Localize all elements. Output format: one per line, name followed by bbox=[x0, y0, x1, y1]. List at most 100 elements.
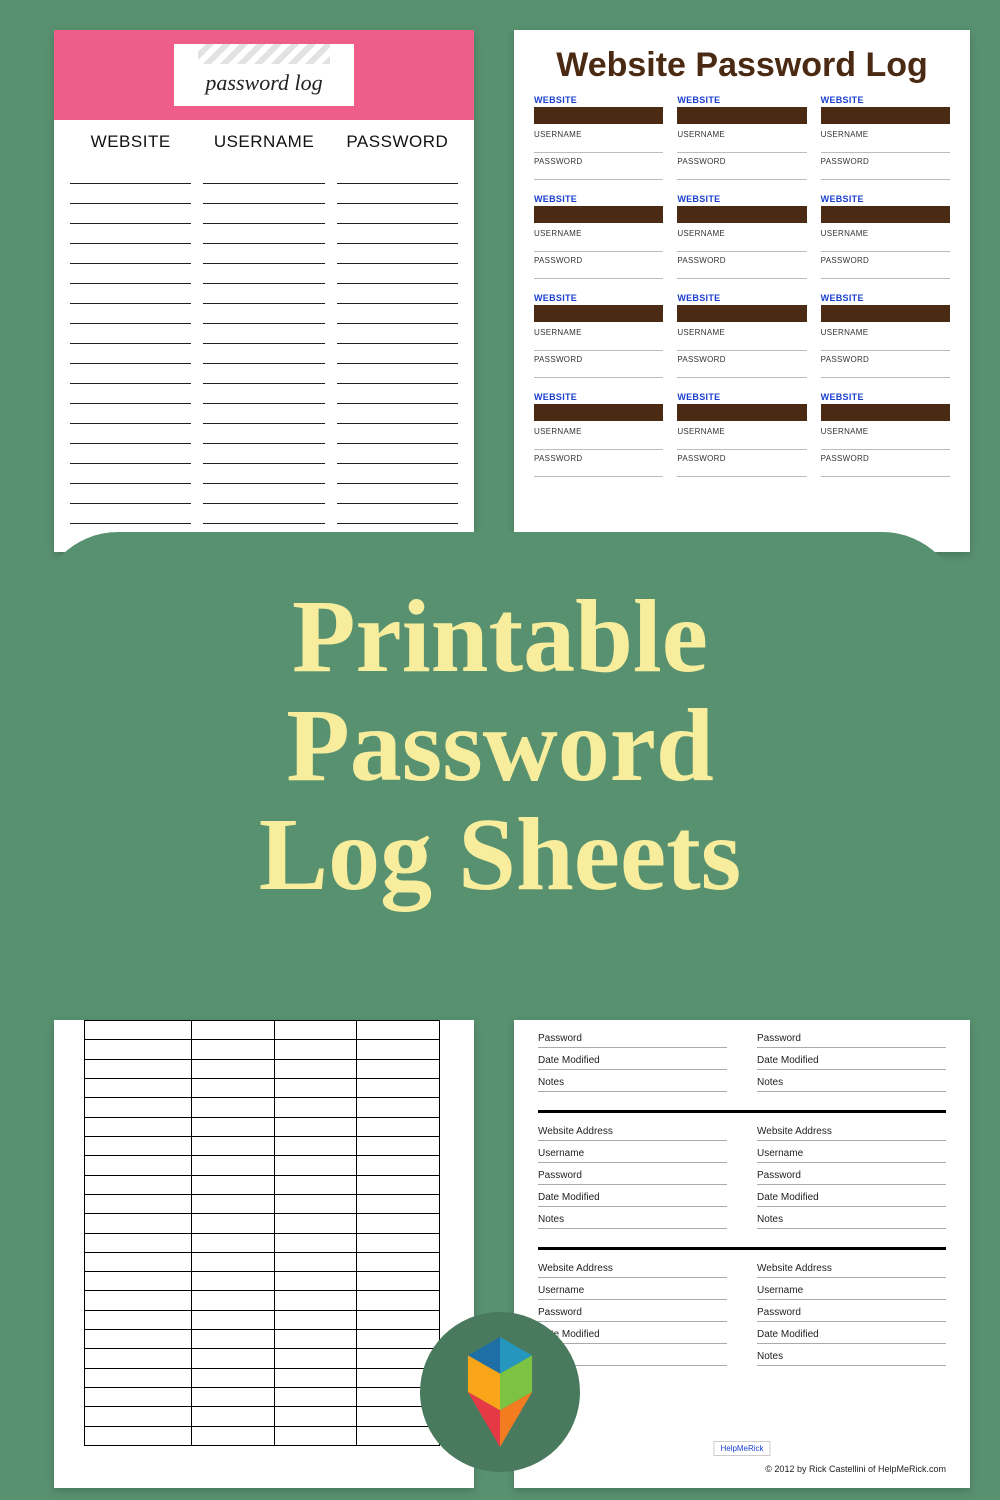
website-fill-bar bbox=[534, 305, 663, 322]
label-username: USERNAME bbox=[677, 328, 806, 337]
website-fill-bar bbox=[821, 206, 950, 223]
rule-line bbox=[70, 364, 191, 384]
rule-line bbox=[70, 224, 191, 244]
label-username: USERNAME bbox=[534, 328, 663, 337]
website-fill-bar bbox=[677, 404, 806, 421]
table-cell bbox=[85, 1176, 192, 1195]
card1-title: password log bbox=[174, 70, 354, 96]
rule-line bbox=[203, 444, 324, 464]
rule-line bbox=[203, 344, 324, 364]
field-line: Website Address bbox=[757, 1119, 946, 1141]
card2-title: Website Password Log bbox=[534, 46, 950, 85]
table-cell bbox=[275, 1234, 358, 1253]
table-cell bbox=[357, 1176, 440, 1195]
rule-line bbox=[203, 464, 324, 484]
field-line: Date Modified bbox=[538, 1322, 727, 1344]
table-cell bbox=[275, 1137, 358, 1156]
rule-line bbox=[337, 404, 458, 424]
table-cell bbox=[85, 1349, 192, 1368]
table-cell bbox=[357, 1021, 440, 1040]
rule-line bbox=[203, 424, 324, 444]
table-cell bbox=[192, 1311, 275, 1330]
rule-line bbox=[337, 264, 458, 284]
website-fill-bar bbox=[677, 305, 806, 322]
field-line: Date Modified bbox=[538, 1048, 727, 1070]
label-website: WEBSITE bbox=[534, 293, 663, 303]
hero-line-3: Log Sheets bbox=[68, 800, 932, 909]
table-cell bbox=[357, 1195, 440, 1214]
rule-line bbox=[70, 404, 191, 424]
table-cell bbox=[357, 1291, 440, 1310]
label-password: PASSWORD bbox=[821, 256, 950, 265]
entry-cell: WEBSITEUSERNAMEPASSWORD bbox=[677, 95, 806, 184]
table-cell bbox=[192, 1427, 275, 1446]
table-cell bbox=[357, 1137, 440, 1156]
table-cell bbox=[357, 1427, 440, 1446]
label-username: USERNAME bbox=[821, 229, 950, 238]
card1-col-password: PASSWORD bbox=[337, 132, 458, 524]
rule-line bbox=[337, 304, 458, 324]
table-cell bbox=[275, 1156, 358, 1175]
table-cell bbox=[192, 1040, 275, 1059]
entry-block: Website AddressUsernamePasswordDate Modi… bbox=[538, 1113, 727, 1241]
table-cell bbox=[85, 1098, 192, 1117]
input-line bbox=[677, 238, 806, 252]
rule-line bbox=[70, 504, 191, 524]
table-cell bbox=[85, 1021, 192, 1040]
table-cell bbox=[357, 1040, 440, 1059]
table-cell bbox=[275, 1349, 358, 1368]
entry-block: PasswordDate ModifiedNotes bbox=[538, 1020, 727, 1104]
helpmerick-logo: HelpMeRick bbox=[713, 1441, 770, 1456]
entry-row: Website AddressUsernamePasswordDate Modi… bbox=[538, 1113, 946, 1241]
entry-cell: WEBSITE USERNAME PASSWORD bbox=[534, 392, 663, 481]
rule-line bbox=[70, 204, 191, 224]
label-username: USERNAME bbox=[677, 130, 806, 139]
hero-line-2: Password bbox=[68, 691, 932, 800]
field-line: Username bbox=[757, 1278, 946, 1300]
rule-line bbox=[203, 364, 324, 384]
field-line: Notes bbox=[757, 1070, 946, 1092]
label-website: WEBSITE bbox=[821, 392, 950, 402]
entry-cell: WEBSITEUSERNAMEPASSWORD bbox=[821, 194, 950, 283]
card1-col-username: USERNAME bbox=[203, 132, 324, 524]
table-cell bbox=[85, 1195, 192, 1214]
entry-cell: WEBSITEUSERNAMEPASSWORD bbox=[821, 392, 950, 481]
table-cell bbox=[192, 1214, 275, 1233]
label-website: WEBSITE bbox=[534, 95, 663, 105]
table-cell bbox=[275, 1040, 358, 1059]
rule-line bbox=[203, 284, 324, 304]
rule-line bbox=[203, 244, 324, 264]
field-line: Password bbox=[538, 1163, 727, 1185]
field-line: Notes bbox=[538, 1207, 727, 1229]
input-line bbox=[677, 436, 806, 450]
table-cell bbox=[85, 1040, 192, 1059]
field-line: Username bbox=[538, 1278, 727, 1300]
table-cell bbox=[85, 1118, 192, 1137]
table-cell bbox=[357, 1234, 440, 1253]
website-fill-bar bbox=[821, 404, 950, 421]
card3-table bbox=[84, 1020, 440, 1446]
input-line bbox=[534, 337, 663, 351]
label-password: PASSWORD bbox=[534, 454, 663, 463]
rule-line bbox=[70, 344, 191, 364]
label-username: USERNAME bbox=[534, 427, 663, 436]
field-line: Notes bbox=[757, 1344, 946, 1366]
entry-block: Website AddressUsernamePasswordDate Modi… bbox=[757, 1250, 946, 1378]
entry-cell: WEBSITEUSERNAMEPASSWORD bbox=[677, 392, 806, 481]
card1-col-website: WEBSITE bbox=[70, 132, 191, 524]
label-website: WEBSITE bbox=[534, 392, 663, 402]
col-header: WEBSITE bbox=[70, 132, 191, 152]
table-cell bbox=[275, 1195, 358, 1214]
rule-line bbox=[337, 244, 458, 264]
table-cell bbox=[275, 1253, 358, 1272]
input-line bbox=[677, 463, 806, 477]
table-cell bbox=[85, 1253, 192, 1272]
card2-grid: WEBSITE USERNAME PASSWORD WEBSITE USERNAME PA… bbox=[534, 95, 950, 481]
field-line: Username bbox=[757, 1141, 946, 1163]
rule-line bbox=[203, 324, 324, 344]
label-username: USERNAME bbox=[534, 130, 663, 139]
input-line bbox=[534, 436, 663, 450]
field-line: Date Modified bbox=[757, 1322, 946, 1344]
label-password: PASSWORD bbox=[677, 157, 806, 166]
input-line bbox=[534, 265, 663, 279]
